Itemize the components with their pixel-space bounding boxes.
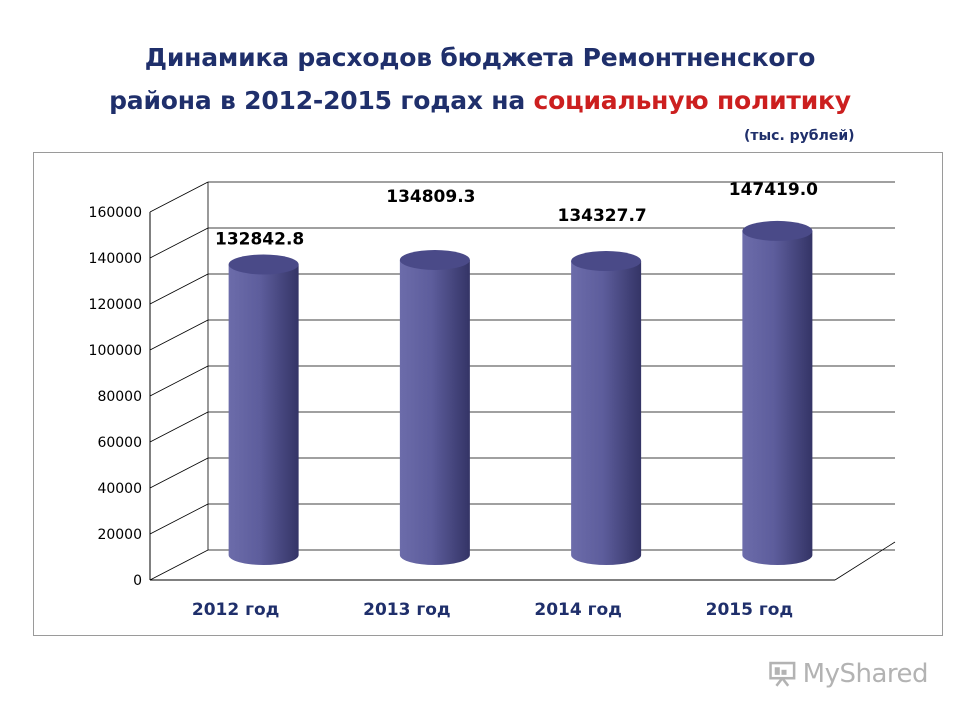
chart-frame bbox=[33, 152, 943, 636]
title-line-2-start: района в 2012-2015 годах на bbox=[109, 86, 534, 115]
data-label: 134809.3 bbox=[386, 187, 475, 207]
bar bbox=[399, 249, 470, 565]
y-tick-label: 20000 bbox=[97, 527, 142, 543]
gridline-depth bbox=[149, 365, 209, 397]
bar-top bbox=[742, 220, 813, 241]
unit-label: (тыс. рублей) bbox=[744, 128, 855, 144]
bar-top bbox=[571, 251, 642, 272]
bar-top bbox=[399, 249, 470, 270]
floor-edge bbox=[834, 541, 896, 581]
bar bbox=[228, 254, 299, 565]
gridline-depth bbox=[149, 457, 209, 489]
bar-top bbox=[228, 254, 299, 275]
bar bbox=[742, 220, 813, 566]
logo-text: MyShared bbox=[802, 659, 929, 689]
gridline-depth bbox=[149, 273, 209, 305]
bar bbox=[571, 251, 642, 565]
category-label: 2015 год bbox=[706, 600, 794, 620]
presentation-board-icon bbox=[769, 661, 796, 687]
data-label: 132842.8 bbox=[215, 229, 304, 249]
gridline-depth bbox=[149, 503, 209, 535]
title-line-2: района в 2012-2015 годах на социальную п… bbox=[0, 79, 960, 122]
bar-body bbox=[742, 230, 813, 566]
category-label: 2012 год bbox=[192, 600, 280, 620]
data-label: 134327.7 bbox=[557, 206, 646, 226]
y-tick-label: 80000 bbox=[97, 389, 142, 405]
y-tick-label: 60000 bbox=[97, 435, 142, 451]
bar-body bbox=[571, 261, 642, 565]
title-highlight: социальную политику bbox=[533, 86, 852, 115]
bar-body bbox=[228, 264, 299, 565]
y-tick-label: 160000 bbox=[89, 205, 142, 221]
gridline-depth bbox=[149, 319, 209, 351]
chart-title: Динамика расходов бюджета Ремонтненского… bbox=[0, 36, 960, 122]
gridline-depth bbox=[149, 549, 209, 581]
y-tick-label: 120000 bbox=[89, 297, 142, 313]
category-label: 2014 год bbox=[534, 600, 622, 620]
logo: MyShared bbox=[768, 656, 929, 692]
gridline-depth bbox=[149, 227, 209, 259]
data-label: 147419.0 bbox=[729, 180, 818, 200]
bar-body bbox=[399, 259, 470, 565]
category-label: 2013 год bbox=[363, 600, 451, 620]
y-tick-label: 140000 bbox=[89, 251, 142, 267]
title-line-1: Динамика расходов бюджета Ремонтненского bbox=[144, 43, 816, 72]
y-tick-label: 0 bbox=[133, 573, 142, 589]
gridline-depth bbox=[149, 181, 209, 213]
y-tick-label: 40000 bbox=[97, 481, 142, 497]
gridline-depth bbox=[149, 411, 209, 443]
y-tick-label: 100000 bbox=[89, 343, 142, 359]
